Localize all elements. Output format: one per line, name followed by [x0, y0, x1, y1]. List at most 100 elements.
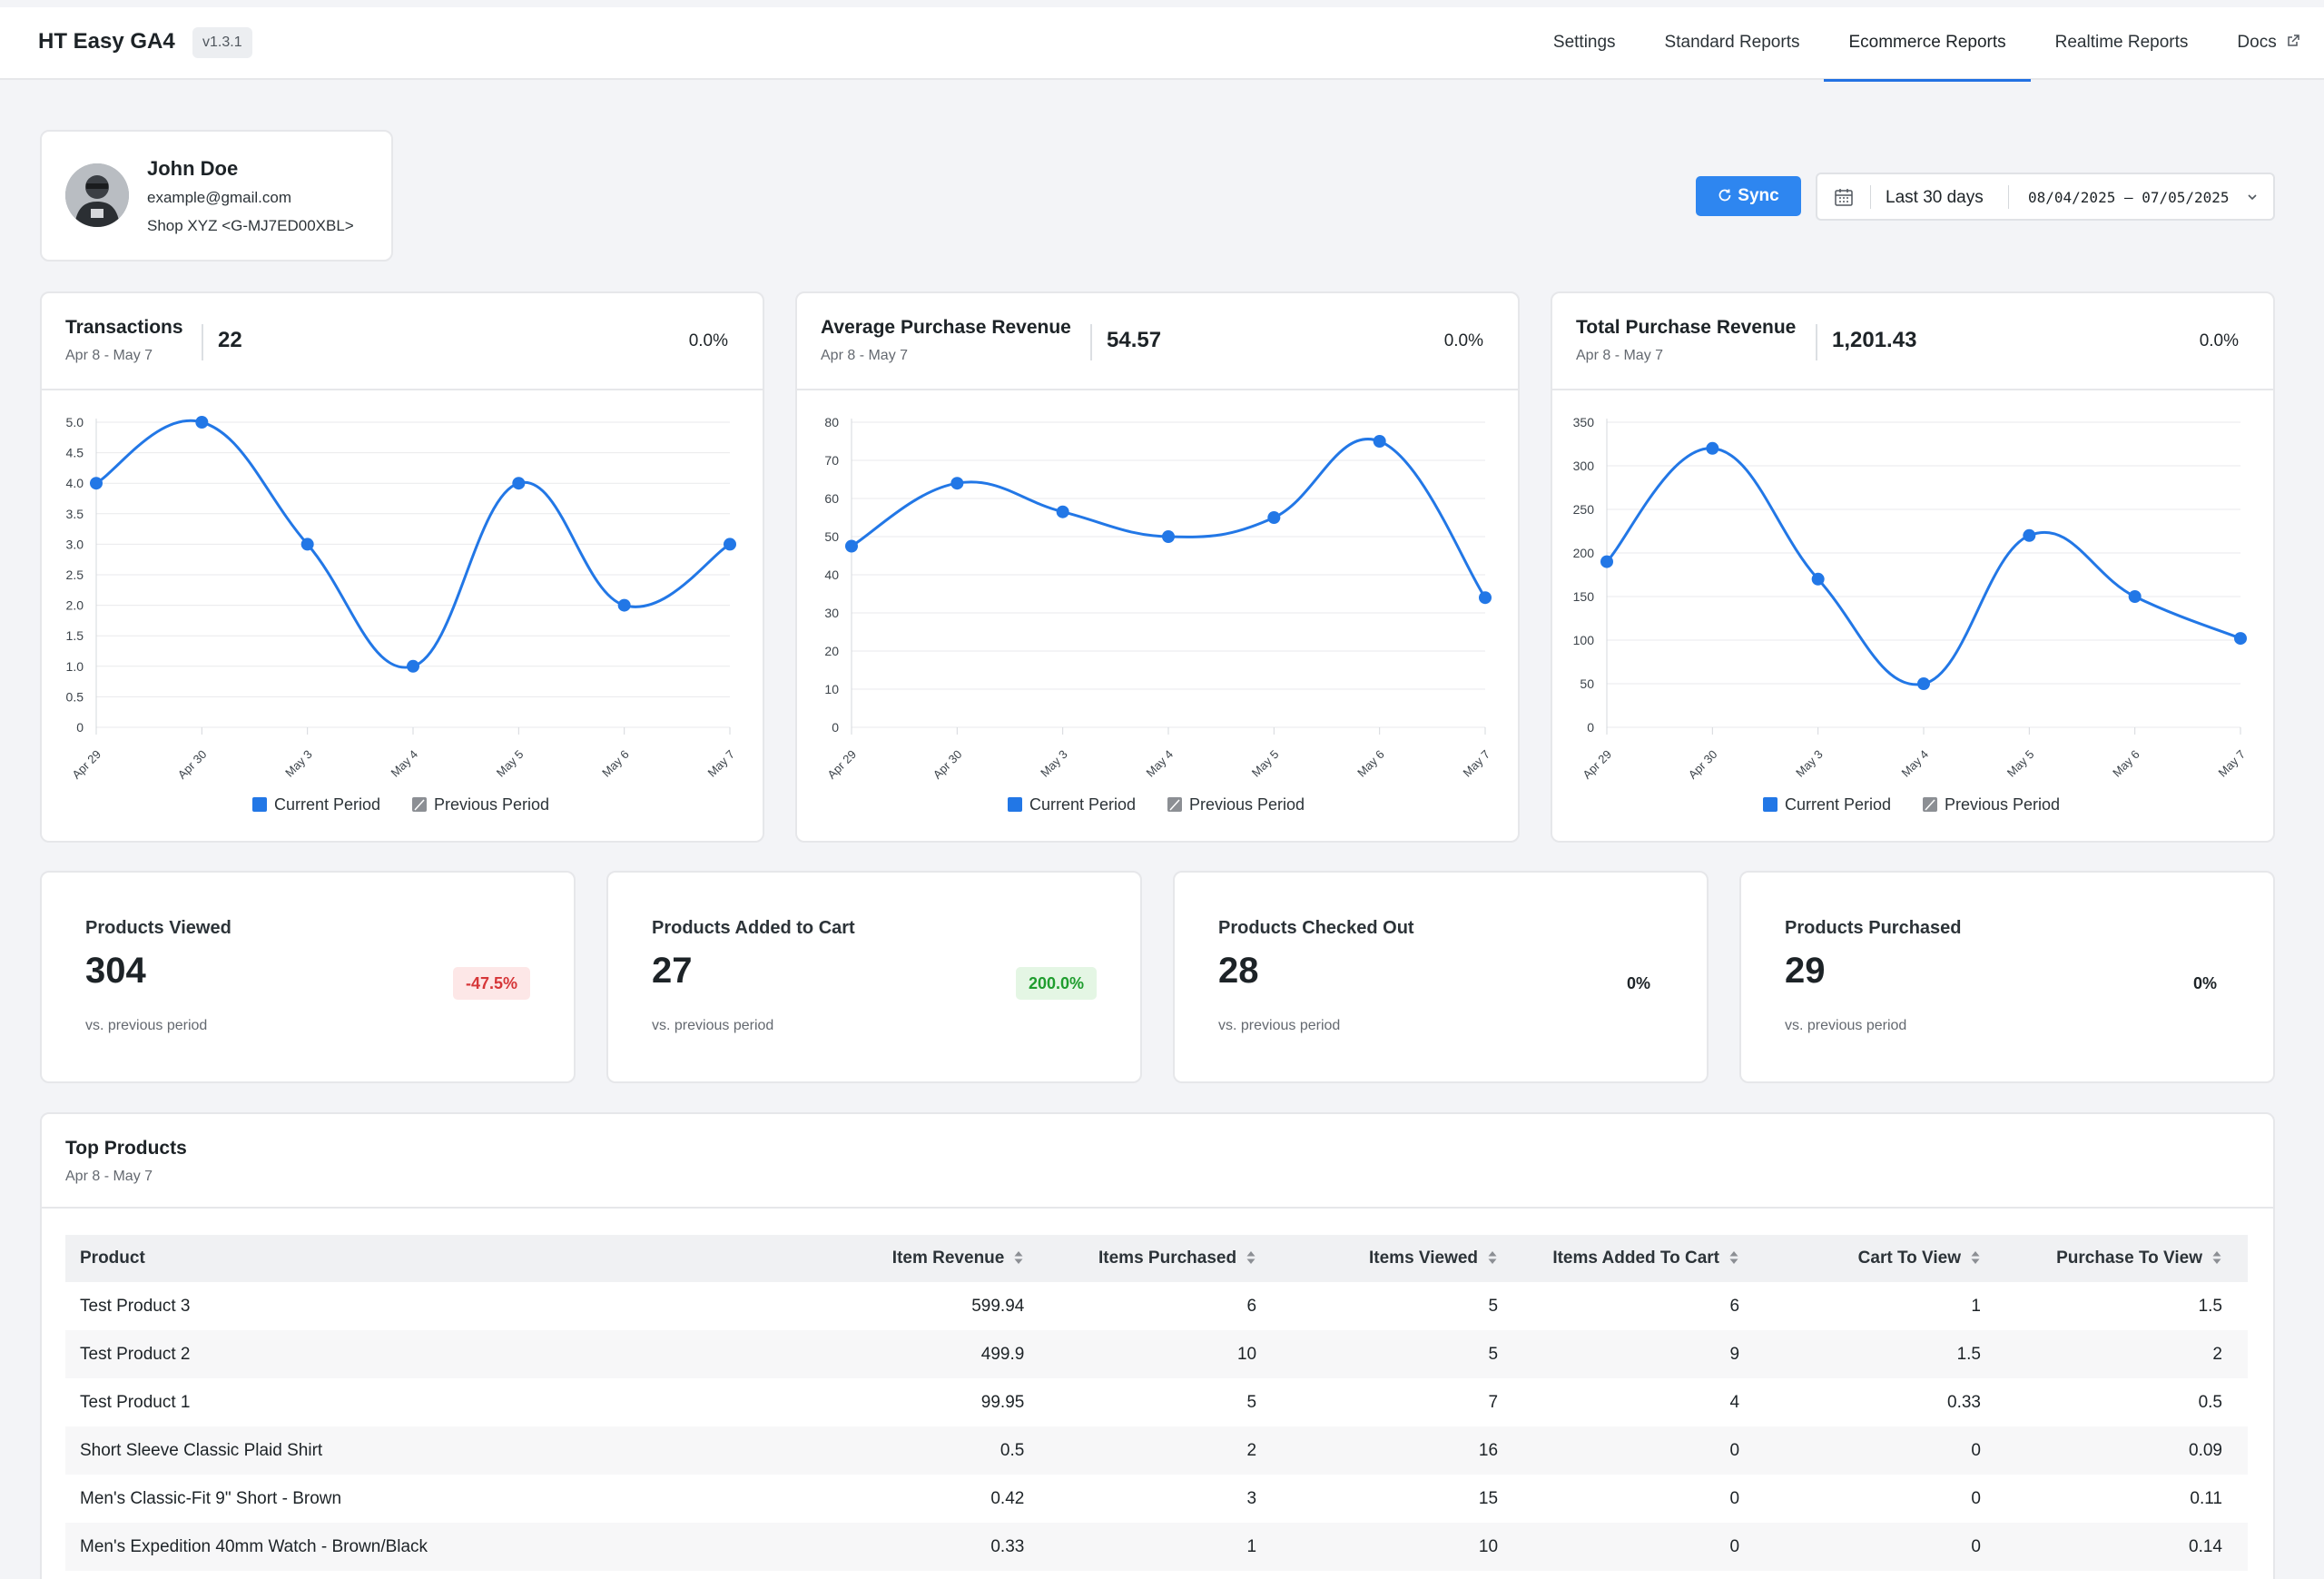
- card-change: 0.0%: [1443, 331, 1483, 350]
- x-tick-label: May 4: [1898, 747, 1931, 780]
- cell-items-purchased: 10: [1236, 1344, 1257, 1364]
- y-tick-label: 3.0: [66, 537, 84, 551]
- column-label: Items Purchased: [1098, 1248, 1237, 1268]
- x-tick-label: May 6: [1354, 747, 1387, 780]
- x-tick-label: Apr 30: [1686, 747, 1720, 782]
- y-tick-label: 150: [1573, 589, 1595, 604]
- x-tick-label: May 7: [2215, 747, 2248, 780]
- sort-icon: [1971, 1251, 1980, 1264]
- stat-title: Products Checked Out: [1218, 918, 1414, 938]
- y-tick-label: 60: [824, 491, 839, 506]
- y-tick-label: 300: [1573, 459, 1595, 473]
- y-tick-label: 250: [1573, 502, 1595, 517]
- stat-products-added-to-cart: Products Added to Cart 27 200.0% vs. pre…: [606, 871, 1142, 1083]
- cell-items-added-to-cart: 0: [1729, 1488, 1740, 1508]
- avg-purchase-revenue-chart: 0 10 20 30 40 50 60 70 80 Apr 29 Apr 30 May 3 May 4 M…: [824, 415, 1492, 814]
- cell-items-added-to-cart: 0: [1729, 1440, 1740, 1460]
- stat-change-badge: 200.0%: [1015, 967, 1097, 1000]
- card-value: 54.57: [1107, 328, 1162, 352]
- nav-settings[interactable]: Settings: [1529, 7, 1640, 80]
- nav-docs[interactable]: Docs: [2212, 7, 2324, 80]
- cell-item-revenue: 0.42: [990, 1488, 1025, 1508]
- card-header: Average Purchase Revenue Apr 8 - May 7 5…: [797, 293, 1518, 390]
- top-bar: HT Easy GA4 v1.3.1 Settings Standard Rep…: [0, 7, 2324, 82]
- avg-purchase-revenue-card: Average Purchase Revenue Apr 8 - May 7 5…: [795, 291, 1520, 843]
- legend-swatch-hatch: [1169, 799, 1180, 811]
- column-header-items-viewed[interactable]: Items Viewed: [1282, 1235, 1523, 1282]
- legend-swatch-current: [252, 797, 267, 812]
- date-range-picker[interactable]: Last 30 days 08/04/2025 – 07/05/2025: [1816, 173, 2275, 221]
- table-row: Test Product 1 99.95 5 7 4 0.33 0.5: [65, 1378, 2248, 1426]
- x-tick-label: May 4: [1143, 747, 1176, 780]
- top-products-period: Apr 8 - May 7: [65, 1169, 153, 1184]
- table-row: Men's Classic-Fit 9" Short - Brown 0.42 …: [65, 1475, 2248, 1523]
- cell-cart-to-view: 1.5: [1956, 1344, 1981, 1364]
- y-tick-label: 1.0: [66, 659, 84, 674]
- stat-value: 29: [1785, 951, 1826, 991]
- user-name: John Doe: [147, 157, 239, 180]
- nav-realtime-reports[interactable]: Realtime Reports: [2031, 7, 2213, 80]
- data-point: [617, 598, 631, 612]
- cell-item-revenue: 599.94: [971, 1296, 1025, 1316]
- stat-footnote: vs. previous period: [85, 1018, 208, 1033]
- stat-footnote: vs. previous period: [652, 1018, 774, 1033]
- nav-ecommerce-reports[interactable]: Ecommerce Reports: [1824, 7, 2031, 82]
- sort-icon: [2212, 1251, 2221, 1264]
- nav-docs-label: Docs: [2237, 33, 2277, 52]
- cell-items-added-to-cart: 4: [1729, 1392, 1740, 1412]
- data-point: [2128, 590, 2142, 603]
- x-tick-label: May 3: [1038, 747, 1070, 780]
- column-header-item-revenue[interactable]: Item Revenue: [799, 1235, 1049, 1282]
- cell-items-viewed: 7: [1488, 1392, 1499, 1412]
- y-tick-label: 4.5: [66, 446, 84, 460]
- data-point: [1917, 677, 1930, 690]
- user-card: John Doe example@gmail.com Shop XYZ <G-M…: [40, 130, 393, 262]
- cell-purchase-to-view: 0.5: [2198, 1392, 2222, 1412]
- cell-cart-to-view: 0: [1971, 1440, 1981, 1460]
- column-header-items-added-to-cart[interactable]: Items Added To Cart: [1523, 1235, 1765, 1282]
- column-header-purchase-to-view[interactable]: Purchase To View: [2006, 1235, 2248, 1282]
- sort-icon: [1729, 1251, 1738, 1264]
- y-tick-label: 350: [1573, 415, 1595, 429]
- column-header-cart-to-view[interactable]: Cart To View: [1765, 1235, 2006, 1282]
- x-tick-label: May 7: [1460, 747, 1492, 780]
- cell-items-viewed: 5: [1488, 1344, 1499, 1364]
- nav-standard-reports[interactable]: Standard Reports: [1640, 7, 1825, 80]
- card-period: Apr 8 - May 7: [65, 348, 153, 363]
- card-period: Apr 8 - May 7: [821, 348, 909, 363]
- y-tick-label: 3.5: [66, 507, 84, 521]
- stat-title: Products Added to Cart: [652, 918, 855, 938]
- card-title: Average Purchase Revenue: [821, 317, 1071, 338]
- card-value: 1,201.43: [1832, 328, 1917, 352]
- cell-items-purchased: 2: [1246, 1440, 1257, 1460]
- cell-items-viewed: 5: [1488, 1296, 1499, 1316]
- x-tick-label: May 5: [494, 747, 527, 780]
- x-tick-label: Apr 29: [69, 747, 103, 782]
- y-tick-label: 50: [824, 529, 839, 544]
- sync-button[interactable]: Sync: [1696, 176, 1801, 216]
- card-header: Total Purchase Revenue Apr 8 - May 7 1,2…: [1552, 293, 2273, 390]
- series-line-current-period: [1605, 447, 2241, 686]
- table-header-row: Product Item Revenue Items Purchased Ite…: [65, 1235, 2248, 1282]
- cell-product: Test Product 1: [80, 1392, 191, 1412]
- stat-value: 28: [1218, 951, 1259, 991]
- stat-value: 304: [85, 951, 146, 991]
- column-header-items-purchased[interactable]: Items Purchased: [1049, 1235, 1282, 1282]
- cell-items-viewed: 15: [1478, 1488, 1499, 1508]
- nav-standard-reports-label: Standard Reports: [1664, 33, 1800, 52]
- y-tick-label: 20: [824, 644, 839, 658]
- cell-purchase-to-view: 2: [2212, 1344, 2222, 1364]
- data-point: [512, 477, 526, 490]
- total-purchase-revenue-card: Total Purchase Revenue Apr 8 - May 7 1,2…: [1551, 291, 2275, 843]
- column-label: Product: [80, 1248, 145, 1268]
- legend-label-current: Current Period: [1029, 795, 1136, 814]
- avatar: [65, 163, 129, 227]
- cell-items-purchased: 6: [1246, 1296, 1257, 1316]
- cell-items-added-to-cart: 0: [1729, 1536, 1740, 1556]
- card-title: Transactions: [65, 317, 183, 338]
- sort-icon: [1246, 1251, 1256, 1264]
- y-tick-label: 50: [1580, 676, 1594, 691]
- header-divider: [202, 324, 203, 360]
- cell-cart-to-view: 0: [1971, 1488, 1981, 1508]
- top-products-card: Top Products Apr 8 - May 7 Product Item …: [40, 1112, 2275, 1579]
